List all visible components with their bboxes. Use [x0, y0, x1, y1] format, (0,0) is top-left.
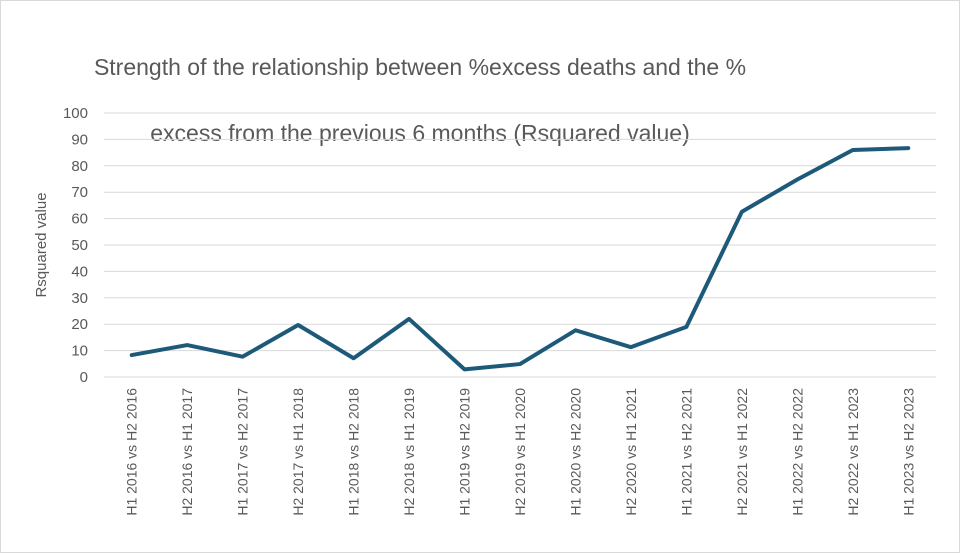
- chart-title: Strength of the relationship between %ex…: [0, 18, 960, 183]
- x-tick-label: H2 2017 vs H1 2018: [290, 388, 306, 516]
- x-tick-label: H1 2019 vs H2 2019: [457, 388, 473, 516]
- series-layer: [129, 146, 911, 372]
- x-tick-label: H1 2020 vs H2 2020: [567, 388, 583, 516]
- y-axis-ticks: 0 10 20 30 40 50 60 70 80 90 100: [63, 105, 88, 386]
- series-line: [129, 146, 911, 372]
- x-tick-label: H1 2023 vs H2 2023: [900, 388, 916, 516]
- y-tick-label: 60: [71, 211, 88, 228]
- y-tick-label: 40: [71, 263, 88, 280]
- y-axis-label: Rsquared value: [33, 192, 50, 297]
- x-tick-label: H1 2022 vs H2 2022: [789, 388, 805, 516]
- y-tick-label: 20: [71, 316, 88, 333]
- x-axis-ticks: H1 2016 vs H2 2016 H2 2016 vs H1 2017 H1 2…: [124, 388, 917, 516]
- x-tick-label: H1 2017 vs H2 2017: [235, 388, 251, 516]
- x-tick-label: H1 2021 vs H2 2021: [678, 388, 694, 516]
- y-tick-label: 0: [80, 369, 88, 386]
- y-tick-label: 30: [71, 290, 88, 307]
- x-tick-label: H2 2016 vs H1 2017: [179, 388, 195, 516]
- gridlines: [104, 112, 936, 378]
- x-tick-label: H1 2016 vs H2 2016: [124, 388, 140, 516]
- y-tick-label: 80: [71, 158, 88, 175]
- x-tick-label: H2 2021 vs H1 2022: [734, 388, 750, 516]
- x-tick-label: H2 2022 vs H1 2023: [845, 388, 861, 516]
- x-tick-label: H2 2019 vs H1 2020: [512, 388, 528, 516]
- x-tick-label: H1 2018 vs H2 2018: [346, 388, 362, 516]
- x-tick-label: H2 2018 vs H1 2019: [401, 388, 417, 516]
- y-tick-label: 70: [71, 184, 88, 201]
- y-tick-label: 10: [71, 343, 88, 360]
- chart-title-line1: Strength of the relationship between %ex…: [93, 54, 747, 80]
- y-tick-label: 100: [63, 105, 88, 122]
- y-tick-label: 50: [71, 237, 88, 254]
- x-tick-label: H2 2020 vs H1 2021: [623, 388, 639, 516]
- y-tick-label: 90: [71, 131, 88, 148]
